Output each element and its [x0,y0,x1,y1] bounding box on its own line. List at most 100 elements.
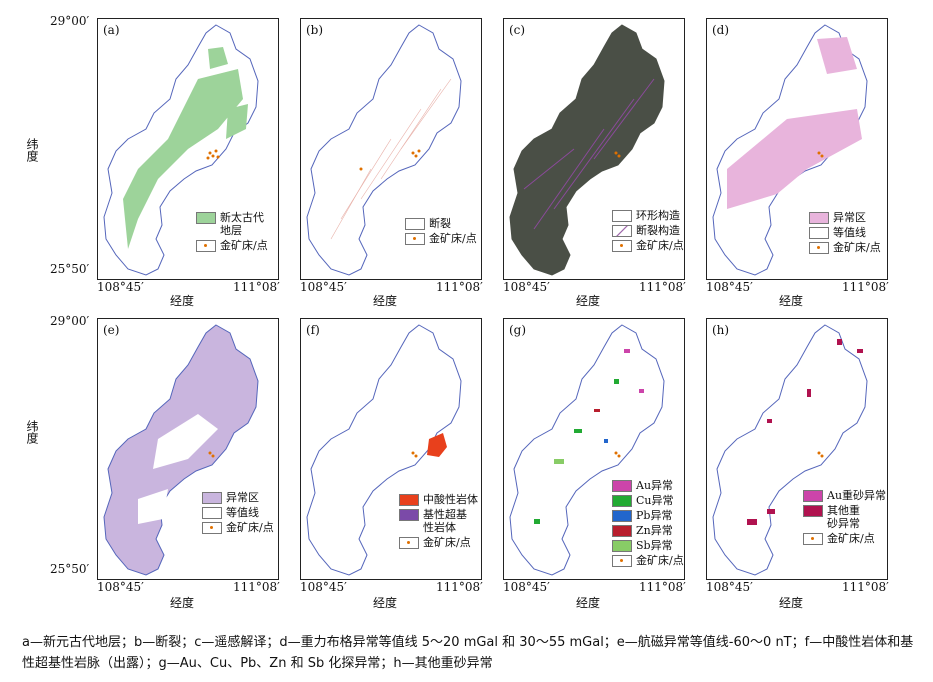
panel-label: (c) [509,23,526,37]
gold-deposits [614,151,621,158]
x-axis-label-g: 经度 [576,596,601,610]
region-map-f [306,324,462,576]
deposit-swatch [202,522,222,534]
lat-top-tick-1: 29°00′ [50,14,90,28]
lon-left-tick-d: 108°45′ [706,280,753,294]
legend-text: 断裂 [429,217,451,230]
legend-item: Cu异常 [612,494,684,507]
legend-item: Au异常 [612,479,684,492]
legend-item: Au重砂异常 [803,489,886,502]
legend-item: 中酸性岩体 [399,493,478,506]
legend-text: 等值线 [226,506,259,519]
fault-swatch [612,225,632,237]
legend-text: 异常区 [226,491,259,504]
legend-text: 金矿床/点 [827,532,875,545]
legend-item: 断裂构造 [612,224,684,237]
legend-a: 新太古代 地层 金矿床/点 [196,211,268,254]
strata-polygons [123,47,248,249]
sb-swatch [612,540,632,552]
legend-item: 其他重 砂异常 [803,504,886,530]
y-axis-label-top: 纬度 [25,138,39,162]
panel-b: (b) 断裂 金矿床/点 [300,18,482,280]
legend-text: 基性超基 性岩体 [423,508,467,534]
pb-swatch [612,510,632,522]
region-map-g [509,324,665,576]
acid-intrusion [427,433,447,457]
panel-label: (b) [306,23,324,37]
x-axis-label-h: 经度 [779,596,804,610]
contour-swatch [809,227,829,239]
legend-f: 中酸性岩体 基性超基 性岩体 金矿床/点 [399,493,478,551]
legend-text: 环形构造 [636,209,680,222]
legend-text: 金矿床/点 [220,239,268,252]
anomaly-swatch [809,212,829,224]
legend-item: 金矿床/点 [405,232,477,245]
gold-deposits [614,451,621,458]
heavy-au-swatch [803,490,823,502]
figure-caption: a—新元古代地层；b—断裂；c—遥感解译；d—重力布格异常等值线 5～20 mG… [22,635,914,671]
x-axis-label-c: 经度 [576,294,601,308]
legend-item: 金矿床/点 [803,532,886,545]
panel-c: (c) 环形构造 断裂构造 金矿床/点 [503,18,685,280]
legend-text: 金矿床/点 [429,232,477,245]
legend-text: 金矿床/点 [833,241,881,254]
panel-e: (e) 异常区 等值线 金矿床/点 [97,318,279,580]
anomaly-areas [727,37,862,209]
deposit-swatch [399,537,419,549]
legend-item: 异常区 [202,491,274,504]
legend-text: Cu异常 [636,494,674,507]
legend-item: 金矿床/点 [202,521,274,534]
lon-right-tick-b: 111°08′ [436,280,483,294]
legend-item: Sb异常 [612,539,684,552]
gold-deposits [359,149,421,171]
legend-text: 金矿床/点 [226,521,274,534]
x-axis-label-a: 经度 [170,294,195,308]
panel-h: (h) Au重砂异常 其他重 砂异常 金矿床/点 [706,318,888,580]
panel-a: (a) 新太古代 地层 金矿床/点 [97,18,279,280]
legend-item: 异常区 [809,211,881,224]
deposit-swatch [809,242,829,254]
legend-text: 金矿床/点 [636,554,684,567]
legend-text: Pb异常 [636,509,673,522]
region-map-a [103,24,259,276]
lon-left-tick-e: 108°45′ [97,580,144,594]
deposit-swatch [196,240,216,252]
gold-deposits [817,451,824,458]
legend-item: 金矿床/点 [612,239,684,252]
legend-text: 其他重 砂异常 [827,504,860,530]
legend-text: 异常区 [833,211,866,224]
lon-right-tick-d: 111°08′ [842,280,889,294]
au-swatch [612,480,632,492]
legend-text: 金矿床/点 [423,536,471,549]
legend-item: Zn异常 [612,524,684,537]
cu-swatch [612,495,632,507]
lat-top-tick-2: 29°00′ [50,314,90,328]
lon-right-tick-c: 111°08′ [639,280,686,294]
legend-item: 新太古代 地层 [196,211,268,237]
legend-item: 等值线 [202,506,274,519]
legend-item: 金矿床/点 [809,241,881,254]
panel-label: (f) [306,323,320,337]
strata-swatch [196,212,216,224]
anomaly-swatch [202,492,222,504]
legend-item: 金矿床/点 [612,554,684,567]
legend-item: 金矿床/点 [399,536,478,549]
region-map-d [712,24,868,276]
contour-swatch [202,507,222,519]
legend-h: Au重砂异常 其他重 砂异常 金矿床/点 [803,489,887,547]
legend-text: 中酸性岩体 [423,493,478,506]
y-axis-label-bottom: 纬度 [25,420,39,444]
heavy-mineral-anomalies [747,339,863,525]
panel-d: (d) 异常区 等值线 金矿床/点 [706,18,888,280]
panel-label: (a) [103,23,120,37]
x-axis-label-f: 经度 [373,596,398,610]
lon-right-tick-a: 111°08′ [233,280,280,294]
legend-item: 等值线 [809,226,881,239]
acid-swatch [399,494,419,506]
deposit-swatch [803,533,823,545]
legend-text: Sb异常 [636,539,673,552]
panel-label: (d) [712,23,730,37]
panel-g: (g) Au异常 Cu异常 Pb异常 Zn异常 Sb异常 金矿床/点 [503,318,685,580]
lon-right-tick-g: 111°08′ [639,580,686,594]
panel-label: (e) [103,323,120,337]
